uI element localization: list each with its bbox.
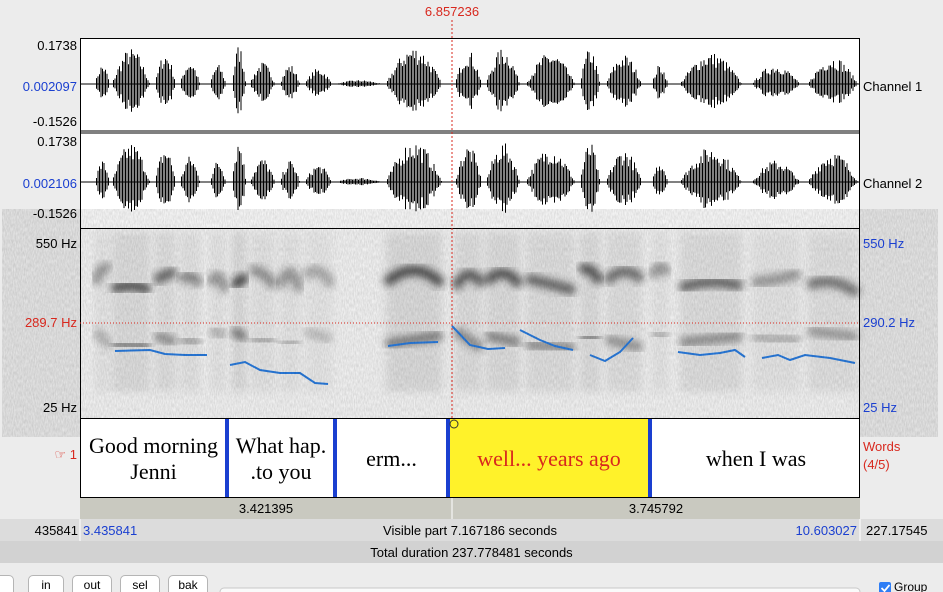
tier-name: Words (4/5) <box>863 439 901 472</box>
waveforms <box>80 47 860 213</box>
interval-text[interactable]: Good morning Jenni <box>89 432 218 484</box>
button[interactable] <box>0 575 14 592</box>
outside-left[interactable]: 435841 <box>34 523 78 538</box>
group-label[interactable]: Group <box>894 580 928 592</box>
visible-bar <box>0 519 943 541</box>
pitch-min: 25 Hz <box>863 400 897 415</box>
button[interactable]: out <box>72 575 112 592</box>
outside-right[interactable]: 227.17545 <box>866 523 928 538</box>
selection-duration[interactable]: 3.745792 <box>628 501 684 516</box>
pitch-max: 550 Hz <box>863 236 905 251</box>
freq-max: 550 Hz <box>35 236 77 251</box>
channel-label: Channel 1 <box>863 79 923 94</box>
cursor-time: 6.857236 <box>424 4 480 19</box>
selection-bar <box>80 498 860 519</box>
tier-number[interactable]: ☞ 1 <box>54 447 78 462</box>
channel-label: Channel 2 <box>863 176 923 191</box>
visible-end: 10.603027 <box>795 523 857 538</box>
button[interactable]: bak <box>168 575 208 592</box>
pitch-cursor-value: 290.2 Hz <box>863 315 916 330</box>
button[interactable]: sel <box>120 575 160 592</box>
selection-duration[interactable]: 3.421395 <box>238 501 294 516</box>
waveform <box>80 47 860 114</box>
waveform <box>80 143 860 213</box>
total-bar <box>0 541 943 563</box>
interval-text[interactable]: erm... <box>366 445 417 471</box>
visible-start: 3.435841 <box>83 523 138 538</box>
interval-text[interactable]: What hap. .to you <box>235 432 327 484</box>
button[interactable]: in <box>28 575 64 592</box>
channel-max: 0.1738 <box>37 38 77 53</box>
total-duration[interactable]: Total duration 237.778481 seconds <box>370 545 573 560</box>
selected-interval <box>449 419 648 498</box>
interval-text[interactable]: well... years ago <box>477 445 621 471</box>
interval-boundaries <box>225 419 652 498</box>
freq-min: 25 Hz <box>43 400 77 415</box>
visible-part[interactable]: Visible part 7.167186 seconds <box>383 523 557 538</box>
channel-min: -0.1526 <box>32 206 77 221</box>
channel-mid: 0.002097 <box>22 79 77 94</box>
boundary-handle <box>449 419 459 429</box>
panel-frames <box>80 38 860 498</box>
scrollbar[interactable] <box>219 587 861 592</box>
pitch-cursor-value: 289.7 Hz <box>24 315 77 330</box>
channel-mid: 0.002106 <box>22 176 77 191</box>
channel-max: 0.1738 <box>37 134 77 149</box>
channel-min: -0.1526 <box>32 114 77 129</box>
interval-text[interactable]: when I was <box>705 445 807 471</box>
